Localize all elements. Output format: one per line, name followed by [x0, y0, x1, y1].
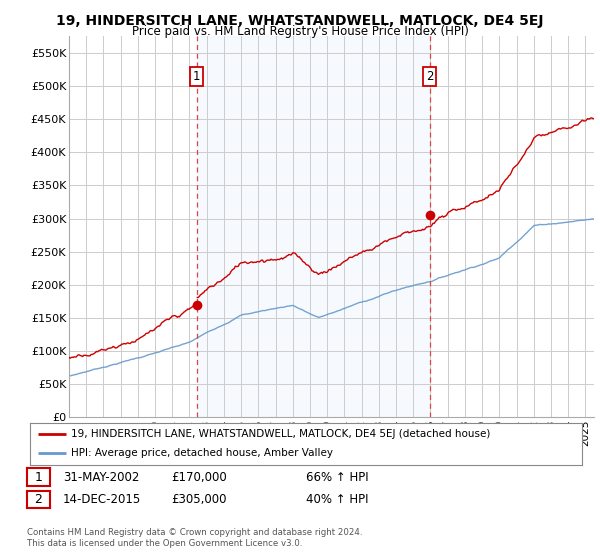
Text: 31-MAY-2002: 31-MAY-2002: [63, 470, 139, 484]
Text: 19, HINDERSITCH LANE, WHATSTANDWELL, MATLOCK, DE4 5EJ (detached house): 19, HINDERSITCH LANE, WHATSTANDWELL, MAT…: [71, 429, 491, 439]
Text: 1: 1: [34, 470, 43, 484]
Text: 2: 2: [34, 493, 43, 506]
Text: 66% ↑ HPI: 66% ↑ HPI: [306, 470, 368, 484]
Text: 1: 1: [193, 70, 200, 83]
Text: 14-DEC-2015: 14-DEC-2015: [63, 493, 141, 506]
Text: Contains HM Land Registry data © Crown copyright and database right 2024.
This d: Contains HM Land Registry data © Crown c…: [27, 528, 362, 548]
Text: 19, HINDERSITCH LANE, WHATSTANDWELL, MATLOCK, DE4 5EJ: 19, HINDERSITCH LANE, WHATSTANDWELL, MAT…: [56, 14, 544, 28]
Text: HPI: Average price, detached house, Amber Valley: HPI: Average price, detached house, Ambe…: [71, 449, 334, 459]
Bar: [197, 36, 430, 417]
Text: 2: 2: [426, 70, 433, 83]
Text: 40% ↑ HPI: 40% ↑ HPI: [306, 493, 368, 506]
Text: £170,000: £170,000: [171, 470, 227, 484]
Text: Price paid vs. HM Land Registry's House Price Index (HPI): Price paid vs. HM Land Registry's House …: [131, 25, 469, 38]
Text: £305,000: £305,000: [171, 493, 227, 506]
